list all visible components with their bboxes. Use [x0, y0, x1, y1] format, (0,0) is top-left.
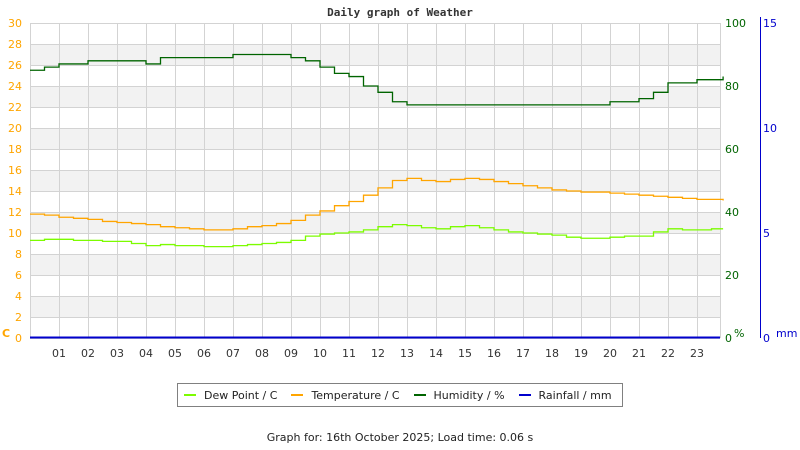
svg-text:28: 28 — [8, 38, 22, 51]
svg-text:0: 0 — [725, 332, 732, 345]
svg-text:15: 15 — [458, 347, 472, 360]
legend-item-dew-point: Dew Point / C — [183, 389, 277, 402]
svg-text:12: 12 — [371, 347, 385, 360]
svg-text:14: 14 — [8, 185, 22, 198]
svg-text:18: 18 — [8, 143, 22, 156]
svg-text:19: 19 — [574, 347, 588, 360]
legend-label: Temperature / C — [311, 388, 400, 402]
svg-text:26: 26 — [8, 59, 22, 72]
svg-text:18: 18 — [545, 347, 559, 360]
rainfall-axis: 0 5 10 15 mm — [760, 17, 797, 345]
graph-footer: Graph for: 16th October 2025; Load time:… — [266, 431, 534, 444]
humidity-line — [30, 53, 724, 106]
dew-point-swatch-icon — [184, 394, 196, 396]
svg-text:15: 15 — [763, 17, 777, 30]
svg-text:01: 01 — [52, 347, 66, 360]
dew-point-cline — [30, 223, 724, 248]
svg-text:08: 08 — [255, 347, 269, 360]
svg-text:13: 13 — [400, 347, 414, 360]
svg-text:40: 40 — [725, 206, 739, 219]
data-series — [30, 53, 724, 339]
svg-text:10: 10 — [8, 227, 22, 240]
chart-title: Daily graph of Weather — [327, 6, 473, 19]
humidity-axis: 0 20 40 60 80 100% — [725, 17, 746, 345]
legend: Dew Point / C Temperature / C Humidity /… — [177, 383, 623, 407]
svg-text:11: 11 — [342, 347, 356, 360]
svg-text:24: 24 — [8, 80, 22, 93]
svg-text:07: 07 — [226, 347, 240, 360]
temperature-swatch-icon — [291, 394, 304, 396]
svg-text:5: 5 — [763, 227, 770, 240]
svg-text:06: 06 — [197, 347, 211, 360]
svg-text:20: 20 — [725, 269, 739, 282]
svg-text:4: 4 — [15, 290, 22, 303]
legend-item-rainfall: Rainfall / mm — [518, 389, 612, 402]
svg-text:mm: mm — [776, 327, 797, 340]
svg-text:2: 2 — [15, 311, 22, 324]
legend-label: Rainfall / mm — [538, 388, 612, 402]
plot-background-bands — [30, 23, 720, 338]
temperature-cline — [30, 177, 724, 231]
svg-text:09: 09 — [284, 347, 298, 360]
svg-text:60: 60 — [725, 143, 739, 156]
svg-text:14: 14 — [429, 347, 443, 360]
svg-text:04: 04 — [139, 347, 153, 360]
svg-text:8: 8 — [15, 248, 22, 261]
svg-text:10: 10 — [763, 122, 777, 135]
rainfall-swatch-icon — [518, 394, 531, 396]
legend-item-humidity: Humidity / % — [413, 389, 505, 402]
svg-text:05: 05 — [168, 347, 182, 360]
svg-text:16: 16 — [487, 347, 501, 360]
svg-text:21: 21 — [632, 347, 646, 360]
plot-gridlines — [30, 23, 721, 339]
svg-text:C: C — [2, 327, 10, 340]
svg-text:16: 16 — [8, 164, 22, 177]
svg-text:02: 02 — [81, 347, 95, 360]
svg-text:22: 22 — [661, 347, 675, 360]
svg-text:12: 12 — [8, 206, 22, 219]
svg-text:20: 20 — [8, 122, 22, 135]
svg-text:100: 100 — [725, 17, 746, 30]
svg-text:03: 03 — [110, 347, 124, 360]
svg-text:10: 10 — [313, 347, 327, 360]
svg-text:0: 0 — [15, 332, 22, 345]
svg-text:20: 20 — [603, 347, 617, 360]
svg-text:23: 23 — [690, 347, 704, 360]
svg-text:80: 80 — [725, 80, 739, 93]
svg-text:30: 30 — [8, 17, 22, 30]
legend-item-temperature: Temperature / C — [290, 388, 400, 402]
svg-text:0: 0 — [763, 332, 770, 345]
svg-text:22: 22 — [8, 101, 22, 114]
legend-label: Humidity / % — [433, 388, 505, 402]
legend-label: Dew Point / C — [204, 388, 278, 402]
svg-text:%: % — [734, 327, 744, 340]
hour-axis: 01 02 03 04 05 06 07 08 09 10 11 12 13 14 15 16 17 18 19 20… — [52, 347, 704, 360]
svg-text:6: 6 — [15, 269, 22, 282]
humidity-swatch-icon — [413, 394, 426, 396]
svg-text:17: 17 — [516, 347, 530, 360]
